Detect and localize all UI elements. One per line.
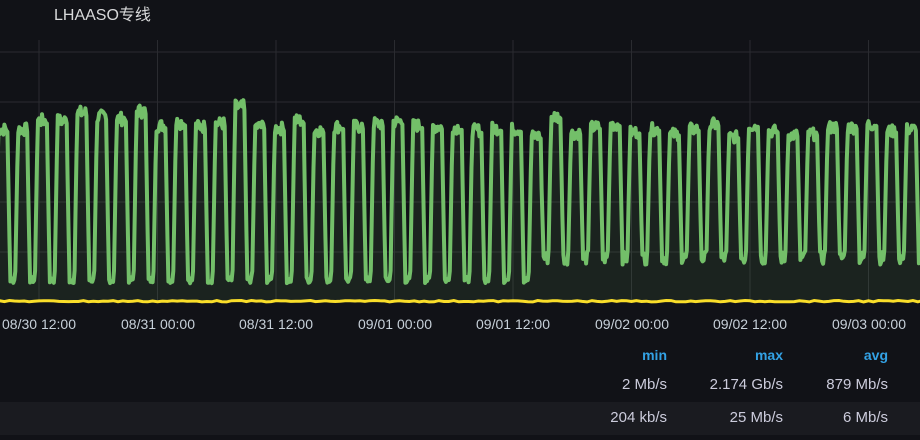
- legend-avg: 6 Mb/s: [842, 409, 888, 426]
- x-tick: 09/01 00:00: [358, 316, 432, 332]
- x-tick: 08/30 12:00: [2, 316, 76, 332]
- legend-header-avg[interactable]: avg: [863, 347, 888, 363]
- legend-header-max[interactable]: max: [754, 347, 783, 363]
- x-tick: 09/01 12:00: [476, 316, 550, 332]
- legend-min: 204 kb/s: [610, 409, 667, 426]
- legend-avg: 879 Mb/s: [826, 376, 888, 393]
- x-tick: 09/03 00:00: [832, 316, 906, 332]
- legend-row[interactable]: 204 kb/s 25 Mb/s 6 Mb/s: [0, 402, 920, 435]
- legend-header-min[interactable]: min: [642, 347, 667, 363]
- legend-max: 2.174 Gb/s: [709, 376, 783, 393]
- x-tick: 08/31 12:00: [239, 316, 313, 332]
- x-tick: 09/02 12:00: [713, 316, 787, 332]
- series-layer: [0, 98, 920, 304]
- panel-title[interactable]: LHAASO专线: [54, 7, 151, 24]
- legend-max: 25 Mb/s: [729, 409, 783, 426]
- legend-min: 2 Mb/s: [621, 376, 667, 393]
- series-line-green: [0, 98, 920, 286]
- x-tick: 09/02 00:00: [595, 316, 669, 332]
- legend-row[interactable]: 2 Mb/s 2.174 Gb/s 879 Mb/s: [0, 369, 920, 402]
- x-tick: 08/31 00:00: [121, 316, 195, 332]
- series-line-yellow: [0, 298, 920, 304]
- time-series-chart[interactable]: [0, 0, 920, 310]
